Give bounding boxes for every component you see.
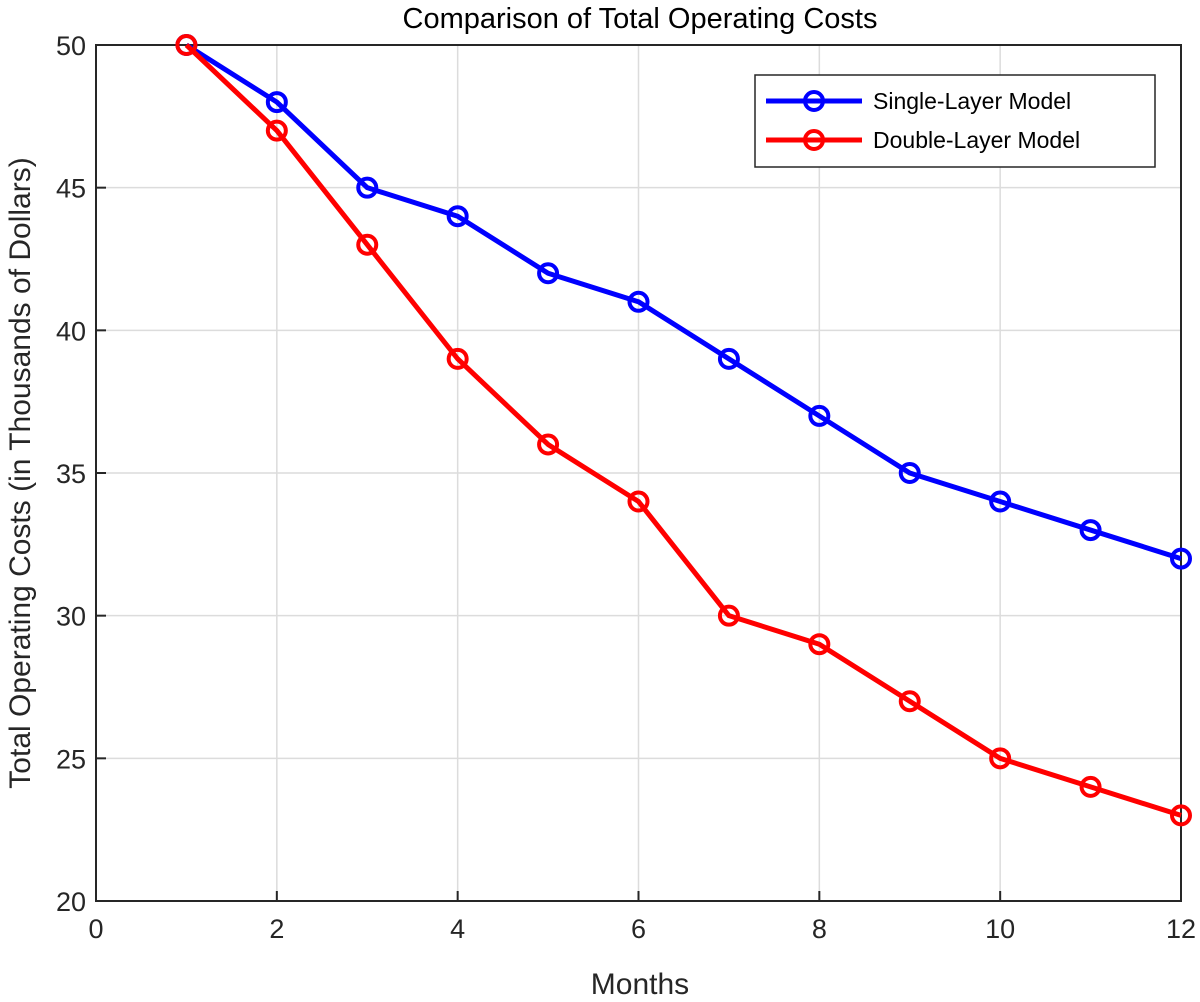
data-point-single-layer-model (808, 404, 831, 427)
x-tick-label: 8 (812, 914, 827, 944)
data-point-single-layer-model (989, 490, 1012, 513)
axis-ticks: 0 2 4 6 8 10 12 20 25 30 35 40 45 50 (56, 31, 1196, 944)
data-point-double-layer-model (1079, 775, 1102, 798)
data-point-double-layer-model (627, 490, 650, 513)
series-line-double-layer-model (184, 43, 1182, 818)
x-tick-label: 12 (1166, 914, 1196, 944)
legend-entry-single-layer: Single-Layer Model (766, 88, 1071, 114)
data-point-double-layer-model (808, 633, 831, 656)
data-point-single-layer-model (1170, 547, 1192, 570)
x-axis-title: Months (591, 968, 689, 1001)
y-tick-label: 45 (56, 174, 86, 204)
legend-label-double-layer: Double-Layer Model (873, 127, 1080, 153)
data-point-double-layer-model (717, 604, 740, 627)
data-point-double-layer-model (537, 433, 560, 456)
y-tick-label: 25 (56, 744, 86, 774)
x-tick-label: 4 (450, 914, 465, 944)
data-point-double-layer-model (356, 233, 379, 256)
data-point-double-layer-model (1170, 804, 1192, 827)
y-tick-label: 30 (56, 602, 86, 632)
legend: Single-Layer Model Double-Layer Model (754, 74, 1156, 168)
data-point-double-layer-model (265, 119, 288, 142)
legend-label-single-layer: Single-Layer Model (873, 88, 1071, 114)
legend-marker-double-layer (803, 129, 825, 151)
grid (95, 44, 1182, 902)
y-axis-title: Total Operating Costs (in Thousands of D… (4, 157, 37, 788)
series-line-single-layer-model (185, 42, 1182, 561)
x-tick-label: 10 (985, 914, 1015, 944)
y-tick-label: 35 (56, 459, 86, 489)
data-point-single-layer-model (627, 290, 650, 313)
legend-entry-double-layer: Double-Layer Model (766, 127, 1080, 153)
y-tick-label: 20 (56, 887, 86, 917)
data-point-single-layer-model (356, 176, 379, 199)
data-point-single-layer-model (537, 262, 560, 285)
legend-marker-single-layer (803, 90, 825, 112)
chart-title: Comparison of Total Operating Costs (403, 3, 878, 35)
legend-box (754, 74, 1156, 168)
data-point-double-layer-model (898, 690, 921, 713)
data-point-single-layer-model (446, 205, 469, 228)
data-point-single-layer-model (1079, 519, 1102, 542)
x-tick-label: 2 (269, 914, 284, 944)
y-tick-label: 40 (56, 316, 86, 346)
data-point-single-layer-model (717, 347, 740, 370)
data-point-double-layer-model (175, 34, 198, 56)
data-point-single-layer-model (898, 462, 921, 484)
data-point-double-layer-model (446, 347, 469, 370)
x-tick-label: 6 (631, 914, 646, 944)
data-point-double-layer-model (989, 747, 1012, 770)
y-tick-label: 50 (56, 31, 86, 61)
series-layer (175, 34, 1192, 827)
series-double-layer-model (175, 34, 1192, 827)
x-tick-label: 0 (88, 914, 103, 944)
data-point-single-layer-model (265, 91, 288, 114)
